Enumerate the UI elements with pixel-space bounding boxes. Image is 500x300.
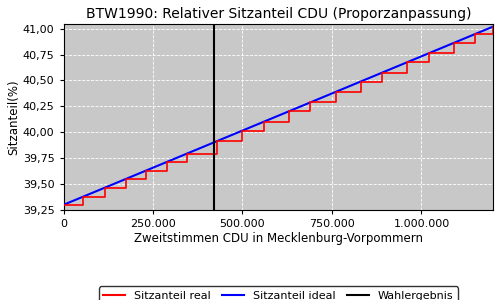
X-axis label: Zweitstimmen CDU in Mecklenburg-Vorpommern: Zweitstimmen CDU in Mecklenburg-Vorpomme… — [134, 232, 423, 245]
Title: BTW1990: Relativer Sitzanteil CDU (Proporzanpassung): BTW1990: Relativer Sitzanteil CDU (Propo… — [86, 7, 471, 21]
Y-axis label: Sitzanteil(%): Sitzanteil(%) — [7, 79, 20, 154]
Legend: Sitzanteil real, Sitzanteil ideal, Wahlergebnis: Sitzanteil real, Sitzanteil ideal, Wahle… — [98, 286, 458, 300]
